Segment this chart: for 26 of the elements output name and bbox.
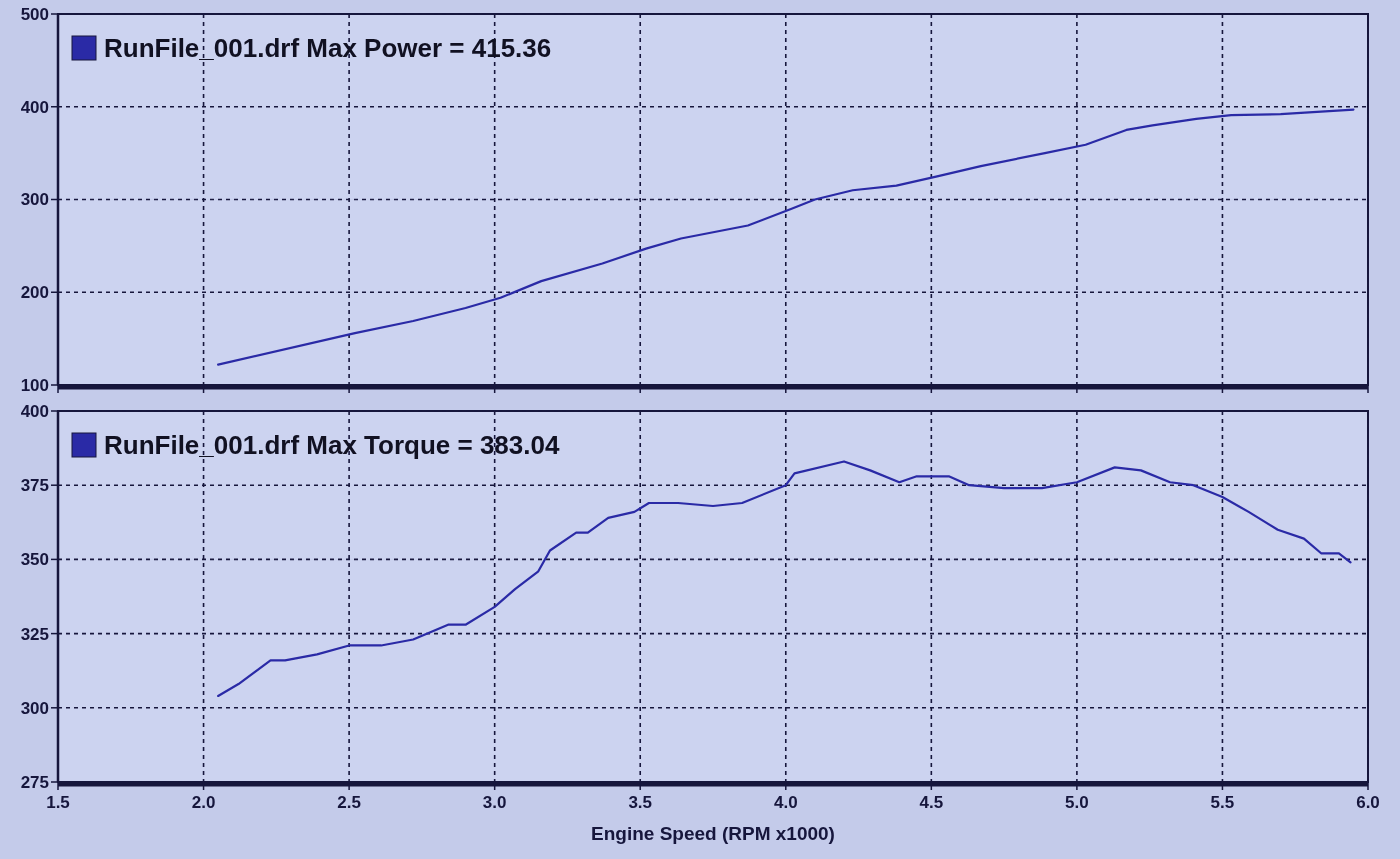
legend-label: RunFile_001.drf Max Power = 415.36 [104,33,552,64]
x-tick-label: 4.5 [919,793,944,812]
x-axis-title: Engine Speed (RPM x1000) [591,823,835,844]
y-tick-label: 375 [20,476,49,496]
y-tick-label: 300 [20,190,49,210]
y-tick-label: 100 [20,375,49,395]
y-tick-label: 350 [20,550,49,570]
x-tick-label: 2.5 [337,793,361,812]
y-tick-label: 325 [20,624,49,644]
y-tick-label: 200 [20,283,49,303]
x-tick-label: 5.5 [1210,793,1235,812]
y-tick-label: 400 [20,97,49,117]
y-tick-label: 275 [20,772,49,792]
y-tick-label: 300 [20,698,49,718]
x-tick-label: 3.5 [628,793,653,812]
x-tick-label: 5.0 [1065,793,1089,812]
y-tick-label: 400 [20,401,49,421]
x-tick-label: 6.0 [1356,793,1380,812]
legend-label: RunFile_001.drf Max Torque = 383.04 [104,430,560,461]
y-tick-label: 500 [20,4,49,24]
line-series [217,460,1352,698]
x-tick-label: 2.0 [191,793,216,812]
x-tick-label: 4.0 [773,793,798,812]
line-series [217,108,1355,366]
x-tick-label: 3.0 [482,793,507,812]
x-tick-label: 1.5 [46,793,70,812]
